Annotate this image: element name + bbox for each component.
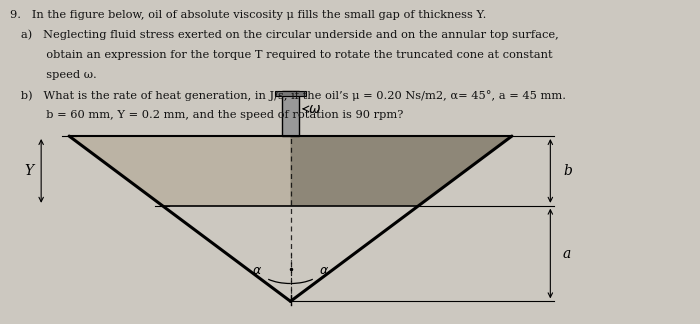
Text: a)   Neglecting fluid stress exerted on the circular underside and on the annula: a) Neglecting fluid stress exerted on th…: [10, 30, 559, 40]
Polygon shape: [290, 136, 512, 206]
Text: obtain an expression for the torque T required to rotate the truncated cone at c: obtain an expression for the torque T re…: [10, 50, 553, 60]
Text: $\omega$: $\omega$: [307, 102, 321, 116]
Text: $\alpha$: $\alpha$: [252, 264, 262, 277]
Text: speed ω.: speed ω.: [10, 70, 97, 80]
Bar: [274, 91, 307, 96]
Text: $\alpha$: $\alpha$: [319, 264, 329, 277]
Text: Y: Y: [24, 164, 33, 178]
Text: 9.   In the figure below, oil of absolute viscosity μ fills the small gap of thi: 9. In the figure below, oil of absolute …: [10, 10, 487, 20]
Text: a: a: [563, 247, 571, 260]
Text: b = 60 mm, Y = 0.2 mm, and the speed of rotation is 90 rpm?: b = 60 mm, Y = 0.2 mm, and the speed of …: [10, 110, 404, 120]
Text: b)   What is the rate of heat generation, in J/s, if the oil’s μ = 0.20 Ns/m2, α: b) What is the rate of heat generation, …: [10, 90, 566, 101]
Bar: [281, 91, 300, 136]
Polygon shape: [69, 136, 290, 206]
Text: b: b: [563, 164, 572, 178]
